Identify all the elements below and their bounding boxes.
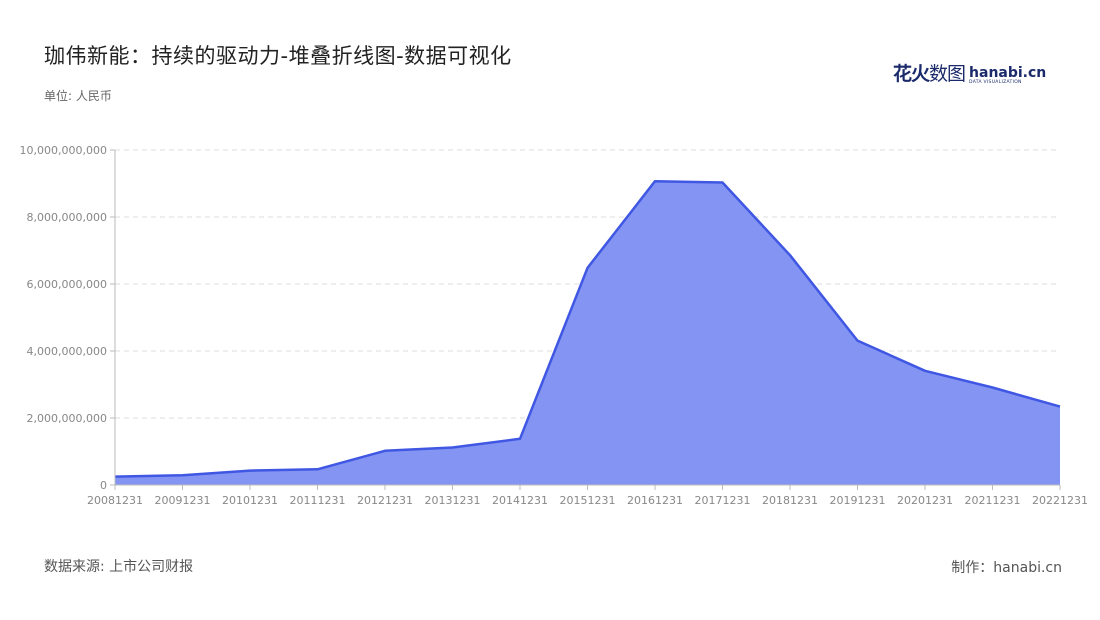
x-tick-label: 20171231 — [695, 494, 751, 507]
y-tick-label: 2,000,000,000 — [27, 412, 107, 425]
logo-cn-bold: 花火 — [893, 63, 930, 85]
axis-layer: 0 2,000,000,000 4,000,000,000 6,000,000,000… — [20, 144, 1088, 507]
logo-cn: 花火数图 — [893, 59, 966, 86]
x-tick-label: 20181231 — [762, 494, 818, 507]
y-tick-label: 6,000,000,000 — [27, 278, 107, 291]
x-tick-label: 20201231 — [897, 494, 953, 507]
unit-label: 单位: 人民币 — [44, 89, 112, 103]
logo-en-main: hanabi.cn — [969, 65, 1047, 81]
series-line — [114, 179, 1061, 478]
logo-en: hanabi.cn DATA VISUALIZATION — [969, 66, 1046, 86]
x-tick-label: 20151231 — [560, 494, 616, 507]
area-layer — [114, 179, 1061, 485]
x-tick-label: 20121231 — [357, 494, 413, 507]
x-tick-label: 20141231 — [492, 494, 548, 507]
logo-cn-thin: 数图 — [929, 63, 966, 85]
x-tick-label: 20211231 — [965, 494, 1021, 507]
x-tick-label: 20221231 — [1032, 494, 1088, 507]
hanabi-logo: 花火数图 hanabi.cn DATA VISUALIZATION — [893, 60, 1046, 86]
y-tick-label: 4,000,000,000 — [27, 345, 107, 358]
x-tick-label: 20191231 — [830, 494, 886, 507]
x-tick-label: 20081231 — [87, 494, 143, 507]
x-tick-label: 20101231 — [222, 494, 278, 507]
series-area — [115, 181, 1060, 485]
x-tick-label: 20111231 — [290, 494, 346, 507]
y-tick-label: 0 — [100, 479, 107, 492]
credit: 制作：hanabi.cn — [951, 560, 1062, 576]
x-tick-label: 20131231 — [425, 494, 481, 507]
y-tick-label: 10,000,000,000 — [20, 144, 107, 157]
chart-title: 珈伟新能：持续的驱动力-堆叠折线图-数据可视化 — [44, 44, 512, 68]
x-tick-label: 20091231 — [155, 494, 211, 507]
logo-en-sub: DATA VISUALIZATION — [969, 80, 1022, 85]
x-tick-label: 20161231 — [627, 494, 683, 507]
data-source: 数据来源: 上市公司财报 — [44, 559, 194, 575]
y-tick-label: 8,000,000,000 — [27, 211, 107, 224]
